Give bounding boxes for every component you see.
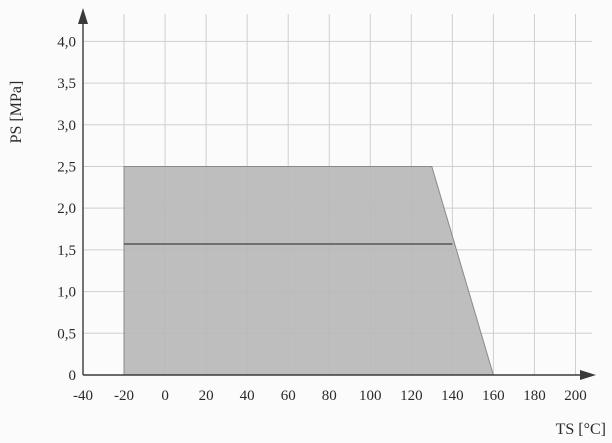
x-tick-label: 20 <box>199 388 214 404</box>
y-tick-label: 1,5 <box>57 243 76 259</box>
x-axis-title: TS [°C] <box>556 421 606 438</box>
x-tick-label: 0 <box>161 388 169 404</box>
y-tick-label: 2,5 <box>57 159 76 175</box>
x-tick-label: -20 <box>114 388 134 404</box>
y-tick-label: 0,5 <box>57 326 76 342</box>
y-tick-label: 2,0 <box>57 201 76 217</box>
tick-layer: -40 -20 0 20 40 60 80 100 120 140 160 180 200 0 0,5 1,0… <box>57 34 586 404</box>
x-tick-label: 60 <box>281 388 296 404</box>
area-layer <box>123 166 495 376</box>
y-tick-label: 0 <box>69 368 77 384</box>
y-tick-label: 3,5 <box>57 76 76 92</box>
y-tick-label: 4,0 <box>57 34 76 50</box>
x-axis-arrow-icon <box>580 370 596 380</box>
y-tick-label: 1,0 <box>57 285 76 301</box>
axis-layer <box>78 8 596 380</box>
y-axis-title: PS [MPa] <box>8 81 25 144</box>
x-tick-label: 200 <box>564 388 587 404</box>
x-tick-label: 40 <box>240 388 255 404</box>
x-tick-label: 180 <box>523 388 546 404</box>
y-axis-arrow-icon <box>78 8 88 24</box>
x-tick-label: 80 <box>322 388 337 404</box>
x-tick-label: 140 <box>441 388 464 404</box>
x-tick-label: 160 <box>482 388 505 404</box>
y-tick-label: 3,0 <box>57 118 76 134</box>
x-tick-label: 100 <box>359 388 382 404</box>
operating-envelope-area <box>123 166 495 376</box>
x-tick-label: 120 <box>400 388 423 404</box>
x-tick-label: -40 <box>73 388 93 404</box>
